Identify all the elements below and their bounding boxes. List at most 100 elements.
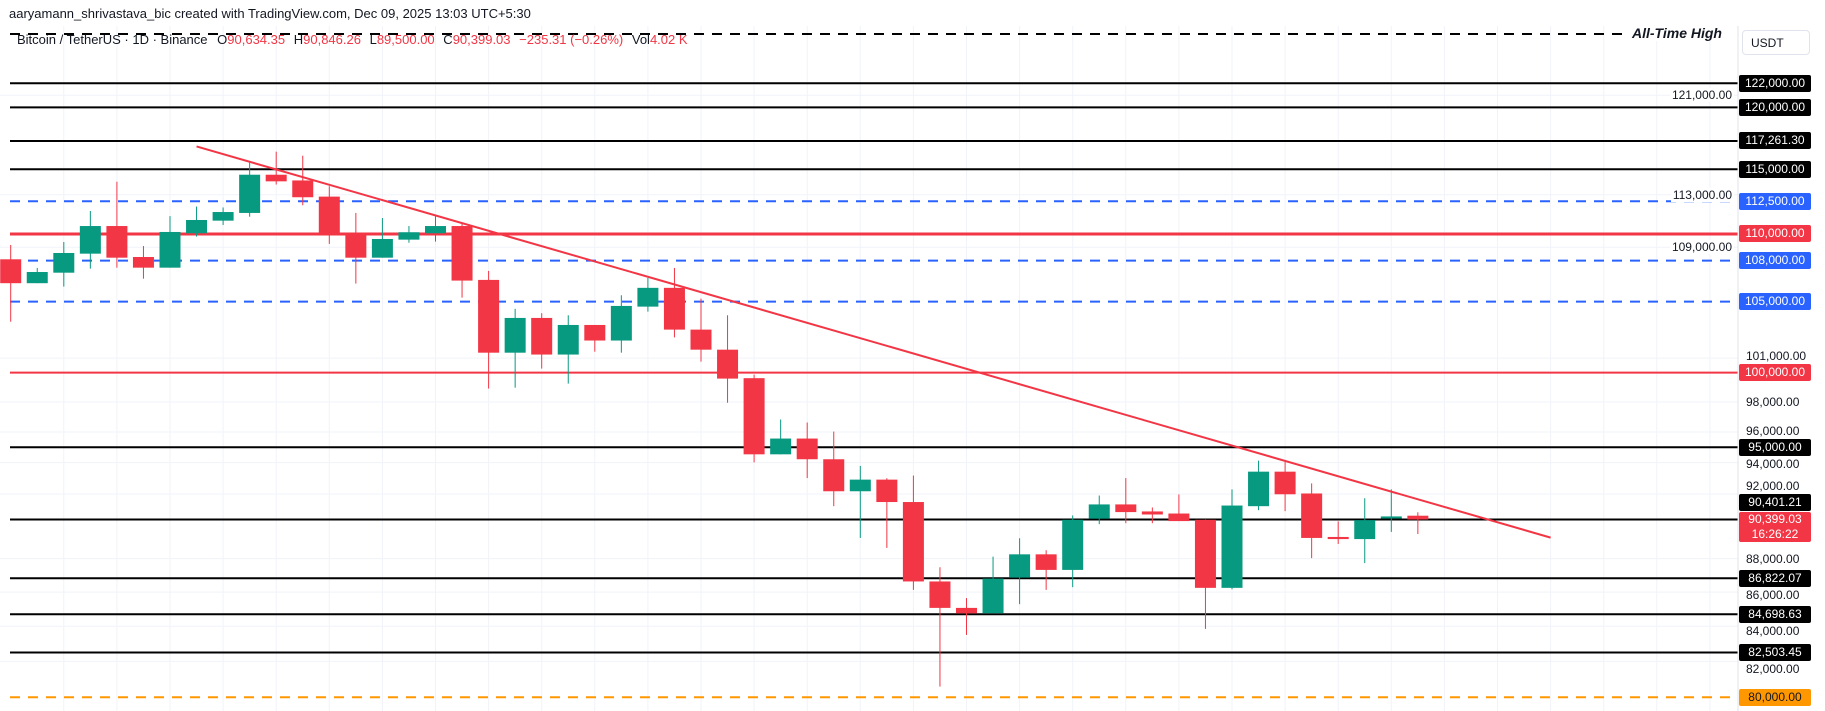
open-key: O <box>217 32 228 47</box>
level-price-label: 110,000.00 <box>1739 225 1811 243</box>
candle-up <box>398 232 420 240</box>
candle-up <box>212 212 234 221</box>
candle-up <box>1354 520 1376 540</box>
candle-up <box>982 578 1004 614</box>
candle-up <box>1248 471 1270 507</box>
price-tick-label: 82,000.00 <box>1746 662 1800 677</box>
candle-down <box>796 438 818 460</box>
current-price-label: 90,399.03 16:26:22 <box>1739 512 1811 543</box>
price-tick-label: 98,000.00 <box>1746 395 1800 410</box>
candle-down <box>1115 504 1137 513</box>
level-price-label: 122,000.00 <box>1739 74 1811 92</box>
candle-down <box>106 226 128 258</box>
candle-up <box>637 287 659 307</box>
low-value: 89,500.00 <box>376 32 435 47</box>
candle-down <box>663 287 685 330</box>
candle-up <box>610 305 632 341</box>
candle-down <box>1327 536 1349 540</box>
candle-up <box>849 479 871 492</box>
volume-value: 4.02 K <box>649 32 688 47</box>
candle-down <box>743 378 765 455</box>
candle-up <box>371 238 393 258</box>
change-value: −235.31 (−0.26%) <box>519 32 624 47</box>
level-price-label: 84,698.63 <box>1739 605 1811 623</box>
candle-up <box>1009 554 1031 578</box>
level-price-label: 90,401.21 <box>1739 494 1811 512</box>
candle-down <box>717 349 739 379</box>
candle-down <box>1141 511 1163 515</box>
candle-down <box>292 180 314 198</box>
level-price-label: 86,822.07 <box>1739 569 1811 587</box>
candle-down <box>823 459 845 492</box>
level-price-label: 105,000.00 <box>1739 293 1811 311</box>
level-price-label: 95,000.00 <box>1739 438 1811 456</box>
candle-down <box>451 226 473 281</box>
close-key: C <box>443 32 453 47</box>
candle-up <box>26 272 48 284</box>
candle-up <box>159 231 181 268</box>
candle-up <box>186 219 208 234</box>
symbol-legend: Bitcoin / TetherUS · 1D · Binance O90,63… <box>17 32 693 47</box>
high-key: H <box>293 32 304 47</box>
price-tick-label: 113,000.00 <box>1670 187 1734 202</box>
level-price-label: 108,000.00 <box>1739 252 1811 270</box>
candles <box>0 151 1429 687</box>
candle-down <box>1168 513 1190 522</box>
candle-down <box>1407 515 1429 520</box>
price-tick-label: 96,000.00 <box>1746 423 1800 438</box>
current-price: 90,399.03 <box>1748 512 1802 527</box>
high-value: 90,846.26 <box>303 32 361 47</box>
level-price-label: 117,261.30 <box>1739 132 1811 150</box>
grid <box>0 26 1738 711</box>
candle-up <box>79 226 101 254</box>
volume-key: Vol <box>631 32 650 47</box>
price-tick-label: 84,000.00 <box>1746 623 1800 638</box>
candle-down <box>531 317 553 355</box>
price-tick-label: 92,000.00 <box>1746 479 1800 494</box>
candle-down <box>345 233 367 258</box>
candle-down <box>478 279 500 353</box>
candle-down <box>929 581 951 608</box>
candle-down <box>902 502 924 582</box>
candle-down <box>956 607 977 614</box>
candle-up <box>557 324 579 355</box>
candle-down <box>1194 519 1216 588</box>
candle-up <box>1088 504 1110 519</box>
candle-down <box>876 479 898 503</box>
level-price-label: 80,000.00 <box>1739 688 1811 706</box>
price-tick-label: 86,000.00 <box>1746 588 1800 603</box>
candle-up <box>239 174 261 213</box>
price-tick-label: 94,000.00 <box>1746 457 1800 472</box>
candle-down <box>1035 554 1057 570</box>
candle-up <box>53 252 75 273</box>
symbol-name[interactable]: Bitcoin / TetherUS · 1D · Binance <box>17 32 208 47</box>
price-tick-label: 109,000.00 <box>1669 240 1734 255</box>
bar-countdown: 16:26:22 <box>1751 527 1799 542</box>
horizontal-levels <box>10 33 1738 699</box>
level-price-label: 100,000.00 <box>1739 364 1811 382</box>
candle-down <box>265 174 287 182</box>
close-value: 90,399.03 <box>452 32 511 47</box>
all-time-high-label: All-Time High <box>1628 25 1726 42</box>
price-tick-label: 101,000.00 <box>1746 348 1807 363</box>
candle-up <box>1221 505 1243 588</box>
candle-down <box>690 329 712 350</box>
candle-down <box>318 196 340 235</box>
currency-button[interactable]: USDT <box>1742 30 1810 55</box>
candle-down <box>1301 493 1323 538</box>
level-price-label: 120,000.00 <box>1739 98 1811 116</box>
candle-up <box>504 317 526 353</box>
trendline-group <box>196 145 1551 539</box>
level-price-label: 115,000.00 <box>1739 160 1811 178</box>
price-tick-label: 121,000.00 <box>1669 88 1734 103</box>
price-tick-label: 88,000.00 <box>1746 551 1800 566</box>
candle-down <box>132 257 154 268</box>
level-price-label: 112,500.00 <box>1739 192 1811 210</box>
open-value: 90,634.35 <box>227 32 286 47</box>
candle-up <box>425 226 446 234</box>
trendline <box>196 145 1551 539</box>
candle-down <box>1274 471 1296 495</box>
level-price-label: 82,503.45 <box>1739 643 1811 661</box>
candle-up <box>1062 519 1084 570</box>
